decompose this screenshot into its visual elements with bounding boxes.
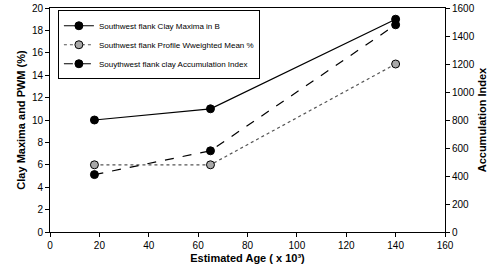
svg-text:400: 400	[452, 171, 469, 182]
svg-text:2: 2	[37, 204, 43, 215]
svg-text:120: 120	[338, 240, 355, 251]
svg-text:800: 800	[452, 115, 469, 126]
svg-text:1400: 1400	[452, 31, 475, 42]
svg-text:8: 8	[37, 137, 43, 148]
svg-text:20: 20	[32, 3, 44, 14]
svg-text:Clay Maxima and PWM (%): Clay Maxima and PWM (%)	[15, 50, 27, 190]
svg-text:4: 4	[37, 182, 43, 193]
svg-text:Souythwest flank clay Accumula: Souythwest flank clay Accumulation Index	[99, 60, 248, 69]
svg-text:6: 6	[37, 159, 43, 170]
svg-text:80: 80	[242, 240, 254, 251]
svg-text:600: 600	[452, 143, 469, 154]
svg-text:Accumulation Index: Accumulation Index	[476, 67, 488, 172]
svg-text:Southwest flank Profile Wweigh: Southwest flank Profile Wweighted Mean %	[99, 41, 254, 50]
svg-text:1200: 1200	[452, 59, 475, 70]
svg-text:16: 16	[32, 47, 44, 58]
svg-text:Estimated Age ( x 10³): Estimated Age ( x 10³)	[190, 252, 305, 264]
svg-text:14: 14	[32, 70, 44, 81]
svg-text:60: 60	[193, 240, 205, 251]
svg-text:1000: 1000	[452, 87, 475, 98]
svg-text:12: 12	[32, 92, 44, 103]
svg-text:160: 160	[437, 240, 454, 251]
svg-text:40: 40	[143, 240, 155, 251]
svg-text:20: 20	[94, 240, 106, 251]
svg-text:18: 18	[32, 25, 44, 36]
svg-text:140: 140	[387, 240, 404, 251]
svg-text:0: 0	[47, 240, 53, 251]
svg-text:0: 0	[37, 227, 43, 238]
svg-text:200: 200	[452, 199, 469, 210]
svg-text:0: 0	[452, 227, 458, 238]
svg-text:1600: 1600	[452, 3, 475, 14]
svg-text:10: 10	[32, 115, 44, 126]
svg-text:100: 100	[289, 240, 306, 251]
svg-text:Southwest flank Clay Maxima in: Southwest flank Clay Maxima in B	[99, 22, 220, 31]
